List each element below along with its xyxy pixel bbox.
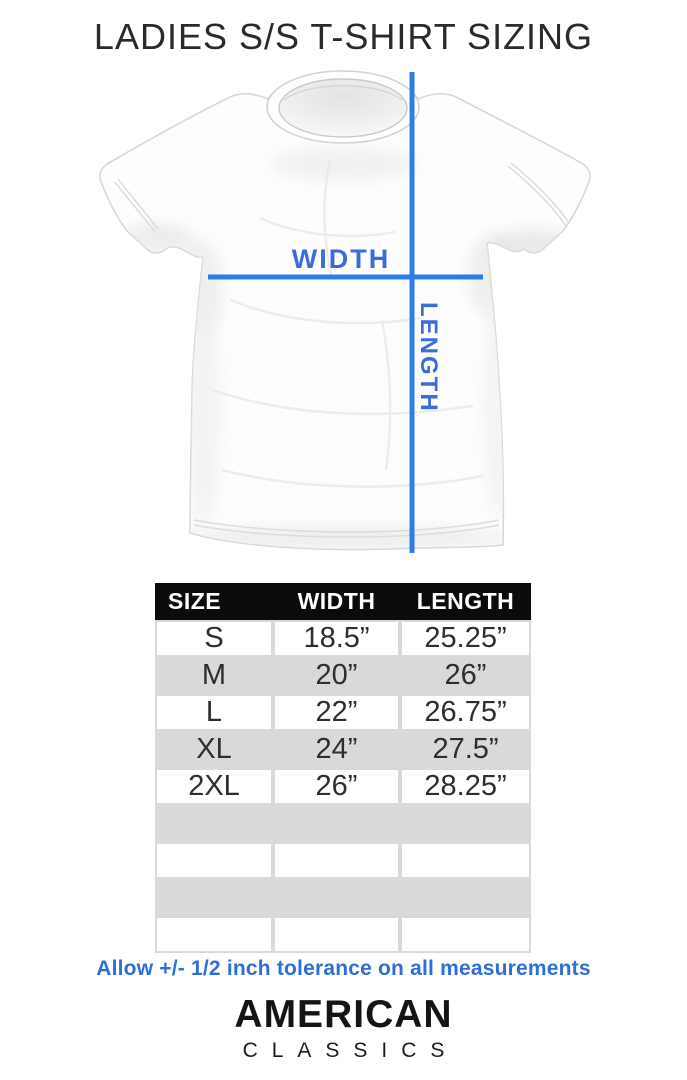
column-header-width: WIDTH (273, 583, 400, 620)
cell-empty (155, 879, 273, 916)
table-row: 2XL 26” 28.25” (155, 768, 531, 805)
cell-empty (400, 879, 531, 916)
cell-length: 27.5” (400, 731, 531, 768)
table-row: L 22” 26.75” (155, 694, 531, 731)
brand-subname: CLASSICS (242, 1038, 459, 1062)
table-row-empty (155, 916, 531, 953)
page-title: LADIES S/S T-SHIRT SIZING (93, 16, 594, 57)
table-row: M 20” 26” (155, 657, 531, 694)
tshirt-seams (114, 162, 570, 538)
table-row: S 18.5” 25.25” (155, 620, 531, 657)
cell-length: 26.75” (400, 694, 531, 731)
cell-length: 25.25” (400, 620, 531, 657)
cell-length: 26” (400, 657, 531, 694)
cell-size: XL (155, 731, 273, 768)
cell-empty (155, 916, 273, 953)
column-header-size: SIZE (155, 583, 273, 620)
size-table-header-row: SIZE WIDTH LENGTH (155, 583, 531, 620)
table-row-empty (155, 879, 531, 916)
tshirt-illustration: WIDTH LENGTH (99, 70, 591, 553)
tolerance-note: Allow +/- 1/2 inch tolerance on all meas… (96, 957, 591, 980)
cell-width: 26” (273, 768, 400, 805)
cell-width: 20” (273, 657, 400, 694)
cell-empty (155, 842, 273, 879)
cell-empty (400, 842, 531, 879)
cell-empty (273, 879, 400, 916)
column-header-length: LENGTH (400, 583, 531, 620)
brand-name: AMERICAN (234, 993, 453, 1036)
cell-empty (273, 805, 400, 842)
cell-width: 18.5” (273, 620, 400, 657)
shirt-measurement-diagram: WIDTH LENGTH (80, 68, 610, 565)
cell-size: S (155, 620, 273, 657)
cell-empty (273, 916, 400, 953)
table-row-empty (155, 842, 531, 879)
cell-empty (400, 916, 531, 953)
table-row: XL 24” 27.5” (155, 731, 531, 768)
cell-length: 28.25” (400, 768, 531, 805)
table-row-empty (155, 805, 531, 842)
cell-empty (400, 805, 531, 842)
cell-empty (155, 805, 273, 842)
width-label: WIDTH (292, 244, 390, 274)
size-table: SIZE WIDTH LENGTH S 18.5” 25.25” M 20” 2… (155, 583, 531, 953)
tshirt-collar (266, 70, 420, 144)
cell-size: L (155, 694, 273, 731)
brand-logo: AMERICAN CLASSICS (0, 993, 687, 1062)
cell-width: 22” (273, 694, 400, 731)
length-label: LENGTH (415, 302, 442, 413)
cell-size: M (155, 657, 273, 694)
cell-size: 2XL (155, 768, 273, 805)
cell-width: 24” (273, 731, 400, 768)
cell-empty (273, 842, 400, 879)
